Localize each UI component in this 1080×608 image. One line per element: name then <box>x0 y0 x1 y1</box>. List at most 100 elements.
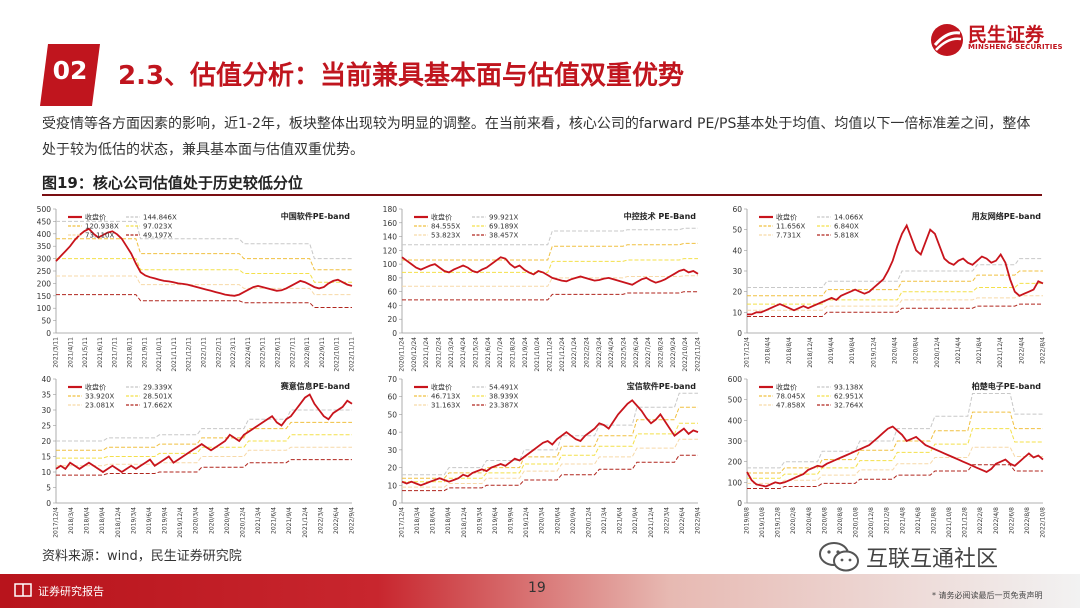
x-tick-label: 2019/10/8 <box>759 507 766 538</box>
x-tick-label: 2021/12/8 <box>962 507 969 538</box>
x-tick-label: 2022/8/4 <box>1040 337 1047 364</box>
x-tick-label: 2021/6/11 <box>97 337 104 368</box>
x-tick-label: 2022/4/11 <box>245 337 252 368</box>
x-tick-label: 2021/10/8 <box>946 507 953 538</box>
legend-label: 38.457X <box>489 232 518 240</box>
y-tick-label: 40 <box>732 246 742 255</box>
y-tick-label: 40 <box>41 375 51 384</box>
band-line-3 <box>402 258 698 273</box>
band-line-2 <box>747 411 1043 474</box>
legend-label: 99.921X <box>489 214 518 222</box>
legend-label: 78.045X <box>776 393 805 401</box>
x-tick-label: 2018/9/4 <box>99 507 106 534</box>
y-tick-label: 250 <box>37 267 52 276</box>
chart-zhongguo-ruanjian: 0 50 100 150 200 250 300 350 400 450 500 2021/3/11 2… <box>37 205 356 372</box>
x-tick-label: 2022/5/24 <box>621 337 628 368</box>
x-tick-label: 2022/10/8 <box>1040 507 1047 538</box>
x-tick-label: 2020/6/4 <box>208 507 215 534</box>
band-line-4 <box>747 446 1043 484</box>
intro-paragraph: 受疫情等各方面因素的影响，近1-2年，板块整体出现较为明显的调整。在当前来看，核… <box>42 116 1031 158</box>
y-tick-label: 120 <box>383 246 398 255</box>
x-tick-label: 2021/6/4 <box>271 507 278 534</box>
band-line-1 <box>56 220 352 260</box>
y-tick-label: 50 <box>387 410 397 419</box>
y-tick-label: 60 <box>732 205 742 214</box>
band-line-2 <box>402 242 698 261</box>
x-tick-label: 2021/9/4 <box>286 507 293 534</box>
chart-title: 赛意信息PE-band <box>280 381 350 391</box>
x-tick-label: 2021/6/24 <box>485 337 492 368</box>
band-line-5 <box>56 459 352 476</box>
x-tick-label: 2021/2/8 <box>884 507 891 534</box>
x-tick-label: 2021/12/24 <box>559 337 566 372</box>
y-tick-label: 5 <box>46 484 51 493</box>
x-tick-label: 2021/2/24 <box>436 337 443 368</box>
x-tick-label: 2022/1/24 <box>571 337 578 368</box>
y-tick-label: 20 <box>387 464 397 473</box>
x-tick-label: 2022/5/11 <box>260 337 267 368</box>
section-badge <box>40 44 100 106</box>
x-tick-label: 2021/12/11 <box>186 337 193 372</box>
legend-label: 23.081X <box>85 402 114 410</box>
section-number: 02 <box>52 56 88 85</box>
chart-title: 用友网络PE-band <box>971 211 1041 221</box>
x-tick-label: 2021/3/11 <box>53 337 60 368</box>
legend-label: 28.501X <box>143 393 172 401</box>
y-tick-label: 0 <box>392 499 397 508</box>
x-tick-label: 2022/9/11 <box>319 337 326 368</box>
x-tick-label: 2020/6/4 <box>554 507 561 534</box>
legend-label: 23.387X <box>489 402 518 410</box>
x-tick-label: 2021/12/4 <box>648 507 655 538</box>
chart-title: 宝信软件PE-band <box>627 381 696 391</box>
y-tick-label: 400 <box>728 416 743 425</box>
x-tick-label: 2019/12/8 <box>775 507 782 538</box>
x-tick-label: 2021/9/4 <box>632 507 639 534</box>
y-tick-label: 35 <box>41 391 51 400</box>
x-tick-label: 2022/11/11 <box>349 337 356 372</box>
brand-name-en: MINSHENG SECURITIES <box>968 43 1063 51</box>
page-title: 2.3、估值分析：当前兼具基本面与估值双重优势 <box>118 61 685 91</box>
price-line <box>401 399 699 487</box>
x-tick-label: 2021/4/11 <box>67 337 74 368</box>
y-tick-label: 20 <box>41 437 51 446</box>
footer-bar <box>0 574 1080 608</box>
x-tick-label: 2022/8/11 <box>304 337 311 368</box>
band-line-1 <box>402 227 698 246</box>
y-tick-label: 100 <box>37 304 52 313</box>
x-tick-label: 2022/6/8 <box>1008 507 1015 534</box>
x-tick-label: 2018/6/4 <box>430 507 437 534</box>
x-tick-label: 2020/2/8 <box>790 507 797 534</box>
x-tick-label: 2021/3/24 <box>448 337 455 368</box>
band-line-1 <box>747 393 1043 469</box>
x-tick-label: 2022/4/4 <box>1018 337 1025 364</box>
report-book-icon <box>14 583 32 597</box>
chart-zhongkong-jishu: 0 20 40 60 80 100 120 140 160 180 2020/11/24 2020/1… <box>383 205 702 372</box>
band-line-4 <box>56 275 352 296</box>
legend-label: 120.938X <box>85 223 119 231</box>
x-tick-label: 2021/8/24 <box>510 337 517 368</box>
x-tick-label: 2020/11/24 <box>399 337 406 372</box>
x-tick-label: 2019/8/8 <box>744 507 751 534</box>
legend-label: 46.713X <box>431 393 460 401</box>
y-tick-label: 200 <box>37 279 52 288</box>
band-line-3 <box>402 422 698 483</box>
x-tick-label: 2022/8/8 <box>1024 507 1031 534</box>
band-line-4 <box>402 275 698 287</box>
x-tick-label: 2018/3/4 <box>414 507 421 534</box>
x-tick-label: 2021/5/11 <box>82 337 89 368</box>
y-tick-label: 400 <box>37 230 52 239</box>
figure-divider <box>42 194 1042 196</box>
x-tick-label: 2022/4/8 <box>993 507 1000 534</box>
disclaimer: * 请务必阅读最后一页免责声明 <box>932 591 1043 600</box>
x-tick-label: 2020/10/8 <box>853 507 860 538</box>
y-tick-label: 30 <box>732 267 742 276</box>
band-line-3 <box>56 258 352 283</box>
y-tick-label: 180 <box>383 205 398 214</box>
x-tick-label: 2021/11/11 <box>171 337 178 372</box>
x-tick-label: 2019/6/4 <box>146 507 153 534</box>
x-tick-label: 2022/2/24 <box>584 337 591 368</box>
x-tick-label: 2018/12/4 <box>807 337 814 368</box>
x-tick-label: 2018/12/4 <box>461 507 468 538</box>
brand-name: 民生证券 <box>968 24 1045 46</box>
y-tick-label: 160 <box>383 219 398 228</box>
